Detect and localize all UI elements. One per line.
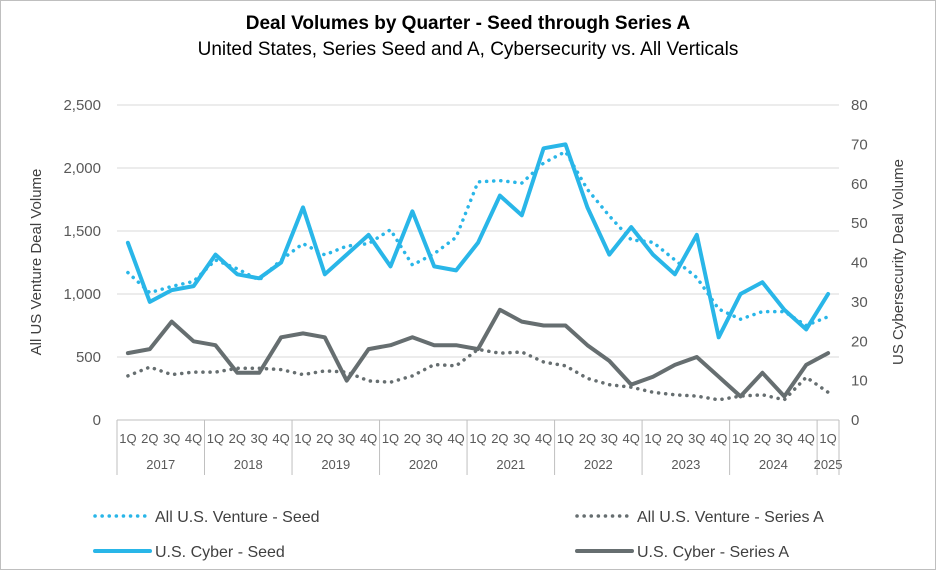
quarter-tick-label: 3Q <box>688 431 705 446</box>
right-tick-label: 60 <box>851 176 868 193</box>
x-axis: 1Q 2Q 3Q 4Q 1Q 2Q 3Q 4Q 1Q 2Q 3Q 4Q 1Q 2Q 3Q 4Q 1Q 2Q 3Q 4Q… <box>116 419 843 475</box>
quarter-tick-label: 4Q <box>447 431 464 446</box>
right-tick-label: 80 <box>851 97 868 114</box>
quarter-tick-label: 4Q <box>798 431 815 446</box>
quarter-tick-label: 2Q <box>141 431 158 446</box>
year-label: 2017 <box>146 457 175 472</box>
right-tick-label: 70 <box>851 136 868 153</box>
year-label: 2024 <box>759 457 788 472</box>
left-axis-label: All US Venture Deal Volume <box>28 169 45 356</box>
legend-label: All U.S. Venture - Series A <box>637 509 824 526</box>
right-axis-ticks: 0 10 20 30 40 50 60 70 80 <box>851 97 868 429</box>
quarter-tick-label: 1Q <box>469 431 486 446</box>
quarter-tick-label: 3Q <box>426 431 443 446</box>
left-tick-label: 500 <box>76 349 101 366</box>
quarter-tick-label: 4Q <box>622 431 639 446</box>
gridlines <box>117 104 839 358</box>
year-label: 2025 <box>814 457 843 472</box>
quarter-tick-label: 1Q <box>119 431 136 446</box>
quarter-tick-label: 2Q <box>491 431 508 446</box>
quarter-tick-label: 2Q <box>229 431 246 446</box>
quarter-tick-label: 1Q <box>294 431 311 446</box>
left-tick-label: 2,000 <box>63 160 101 177</box>
right-tick-label: 50 <box>851 215 868 232</box>
legend-label: U.S. Cyber - Series A <box>637 544 789 561</box>
year-label: 2019 <box>321 457 350 472</box>
left-tick-label: 2,500 <box>63 97 101 114</box>
right-axis-label: US Cybersecurity Deal Volume <box>890 159 907 365</box>
chart-subtitle: United States, Series Seed and A, Cybers… <box>197 39 739 60</box>
right-tick-label: 40 <box>851 255 868 272</box>
year-label: 2018 <box>234 457 263 472</box>
left-axis-ticks: 0 500 1,000 1,500 2,000 2,500 <box>63 97 101 429</box>
quarter-tick-label: 1Q <box>207 431 224 446</box>
left-tick-label: 0 <box>93 412 101 429</box>
series-line <box>126 347 830 402</box>
quarter-tick-label: 4Q <box>360 431 377 446</box>
right-tick-label: 0 <box>851 412 859 429</box>
year-label: 2023 <box>671 457 700 472</box>
quarter-tick-label: 2Q <box>404 431 421 446</box>
quarter-tick-label: 4Q <box>272 431 289 446</box>
quarter-tick-label: 4Q <box>535 431 552 446</box>
quarter-tick-label: 3Q <box>163 431 180 446</box>
quarter-tick-label: 3Q <box>251 431 268 446</box>
series-layer <box>125 142 831 402</box>
year-label: 2021 <box>496 457 525 472</box>
quarter-tick-label: 1Q <box>732 431 749 446</box>
left-tick-label: 1,500 <box>63 223 101 240</box>
quarter-tick-label: 3Q <box>513 431 530 446</box>
quarter-tick-label: 4Q <box>710 431 727 446</box>
quarter-tick-label: 4Q <box>185 431 202 446</box>
series-line <box>125 142 831 340</box>
year-label: 2020 <box>409 457 438 472</box>
left-tick-label: 1,000 <box>63 286 101 303</box>
legend: All U.S. Venture - Seed All U.S. Venture … <box>93 509 824 561</box>
right-tick-label: 30 <box>851 294 868 311</box>
quarter-tick-label: 3Q <box>601 431 618 446</box>
right-tick-label: 20 <box>851 333 868 350</box>
year-label: 2022 <box>584 457 613 472</box>
quarter-tick-label: 3Q <box>338 431 355 446</box>
quarter-tick-label: 3Q <box>776 431 793 446</box>
quarter-tick-label: 1Q <box>382 431 399 446</box>
quarter-tick-label: 1Q <box>557 431 574 446</box>
quarter-tick-label: 2Q <box>666 431 683 446</box>
chart-title: Deal Volumes by Quarter - Seed through S… <box>245 13 691 34</box>
quarter-tick-label: 2Q <box>579 431 596 446</box>
legend-label: U.S. Cyber - Seed <box>155 544 285 561</box>
quarter-tick-label: 2Q <box>316 431 333 446</box>
quarter-tick-label: 2Q <box>754 431 771 446</box>
quarter-tick-label: 1Q <box>819 431 836 446</box>
series-line <box>125 307 831 399</box>
legend-label: All U.S. Venture - Seed <box>155 509 320 526</box>
quarter-tick-label: 1Q <box>644 431 661 446</box>
right-tick-label: 10 <box>851 373 868 390</box>
